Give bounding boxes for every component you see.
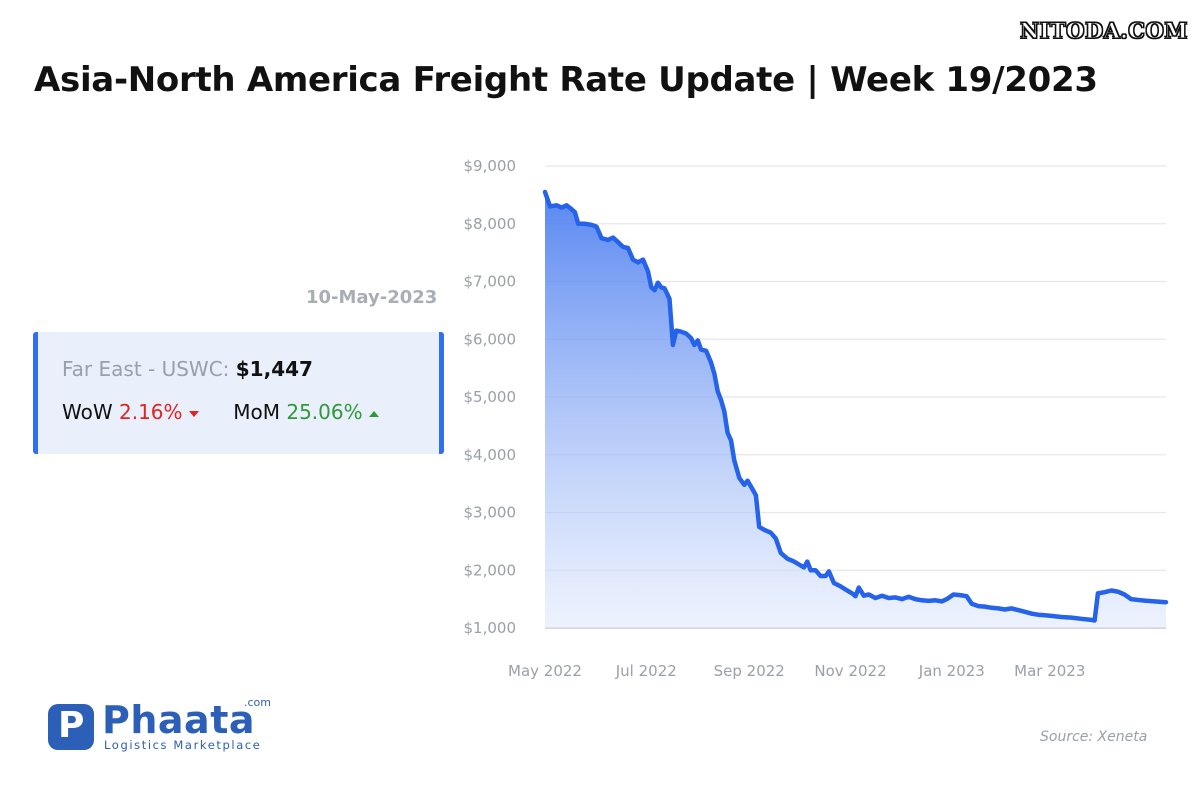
logo-suffix: .com	[244, 696, 271, 709]
rate-line-series	[542, 189, 1169, 623]
logo-tagline: Logistics Marketplace	[104, 738, 262, 752]
wow-value: 2.16%	[118, 400, 183, 424]
y-tick-label: $6,000	[464, 330, 517, 348]
y-tick-label: $2,000	[464, 561, 517, 579]
change-line: WoW 2.16% MoM 25.06%	[62, 400, 379, 424]
rate-area	[545, 192, 1166, 628]
y-tick-label: $3,000	[464, 504, 517, 522]
y-tick-label: $5,000	[464, 388, 517, 406]
x-tick-label: Mar 2023	[1014, 662, 1085, 680]
logo-name: Phaata	[102, 698, 255, 742]
y-tick-label: $9,000	[464, 157, 517, 175]
mom-label: MoM	[233, 400, 280, 424]
route-label: Far East - USWC:	[62, 357, 230, 381]
mom-value: 25.06%	[286, 400, 363, 424]
y-tick-label: $4,000	[464, 446, 517, 464]
x-tick-label: Jan 2023	[918, 662, 985, 680]
rate-card: Far East - USWC: $1,447 WoW 2.16% MoM 25…	[33, 332, 444, 454]
watermark: NITODA.COM	[1019, 18, 1188, 44]
caret-down-icon	[188, 410, 199, 417]
price-value: $1,447	[235, 357, 313, 381]
x-tick-label: May 2022	[508, 662, 582, 680]
caret-up-icon	[368, 410, 379, 417]
logo-mark: P	[48, 704, 94, 750]
source-note: Source: Xeneta	[1040, 729, 1148, 745]
phaata-logo: P Phaata .com Logistics Marketplace	[48, 696, 278, 756]
y-tick-label: $7,000	[464, 273, 517, 291]
rate-line: Far East - USWC: $1,447	[62, 357, 313, 381]
x-tick-label: Sep 2022	[714, 662, 785, 680]
y-tick-label: $1,000	[464, 619, 517, 637]
rate-date: 10-May-2023	[306, 287, 438, 308]
wow-label: WoW	[62, 400, 113, 424]
y-tick-label: $8,000	[464, 215, 517, 233]
x-tick-label: Jul 2022	[615, 662, 677, 680]
x-tick-label: Nov 2022	[814, 662, 886, 680]
page-title: Asia-North America Freight Rate Update |…	[34, 60, 1098, 100]
